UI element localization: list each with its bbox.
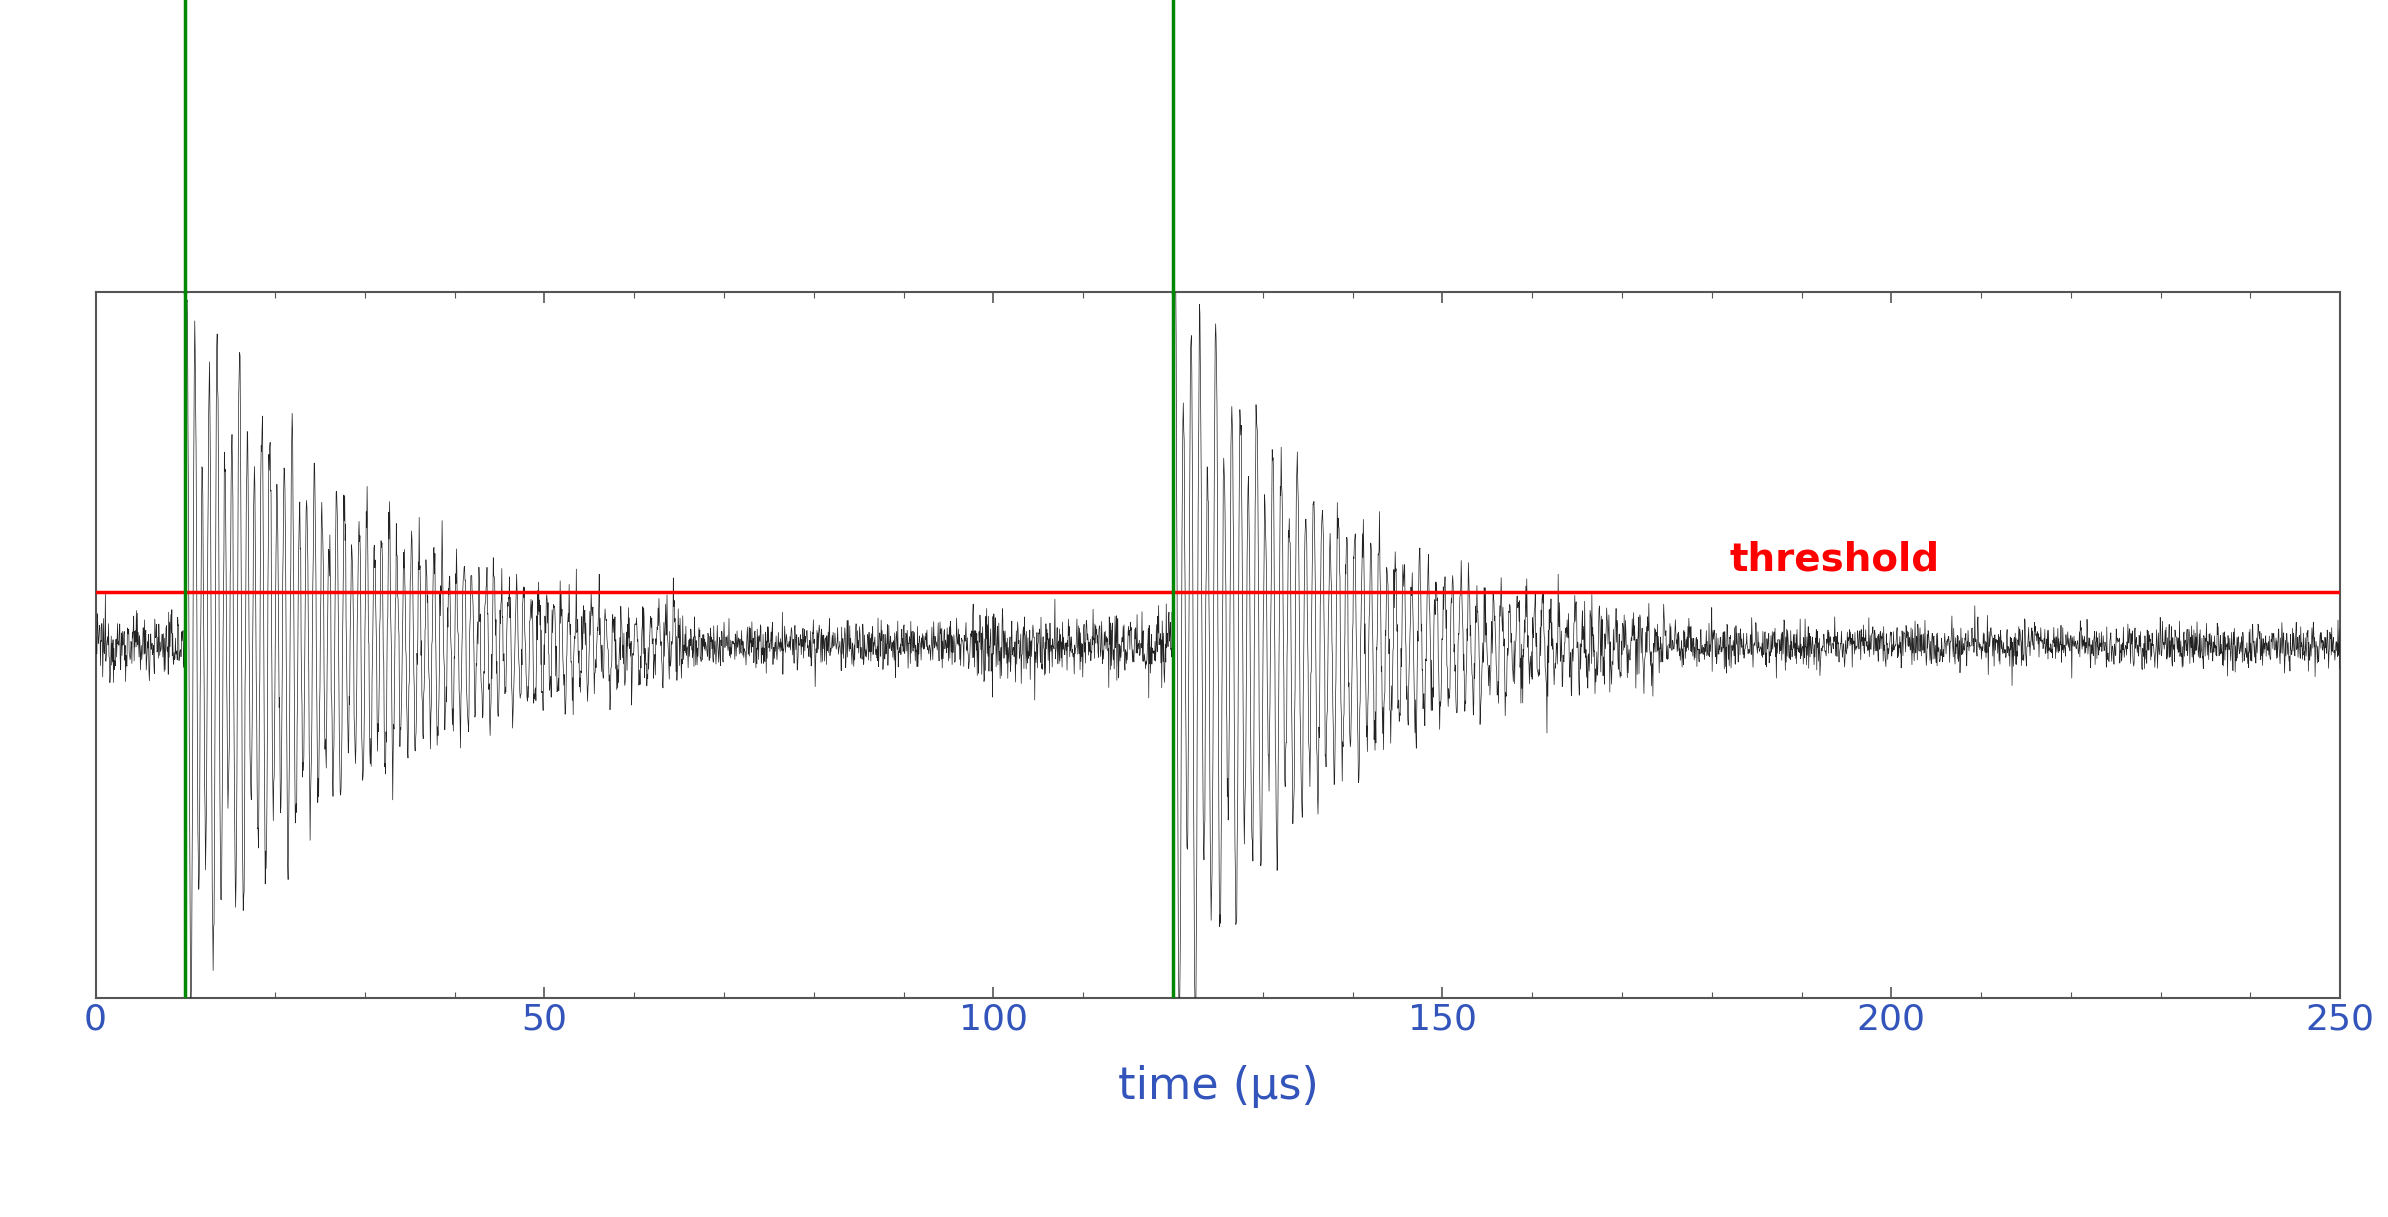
Text: threshold: threshold bbox=[1729, 540, 1939, 579]
X-axis label: time (μs): time (μs) bbox=[1118, 1065, 1318, 1107]
